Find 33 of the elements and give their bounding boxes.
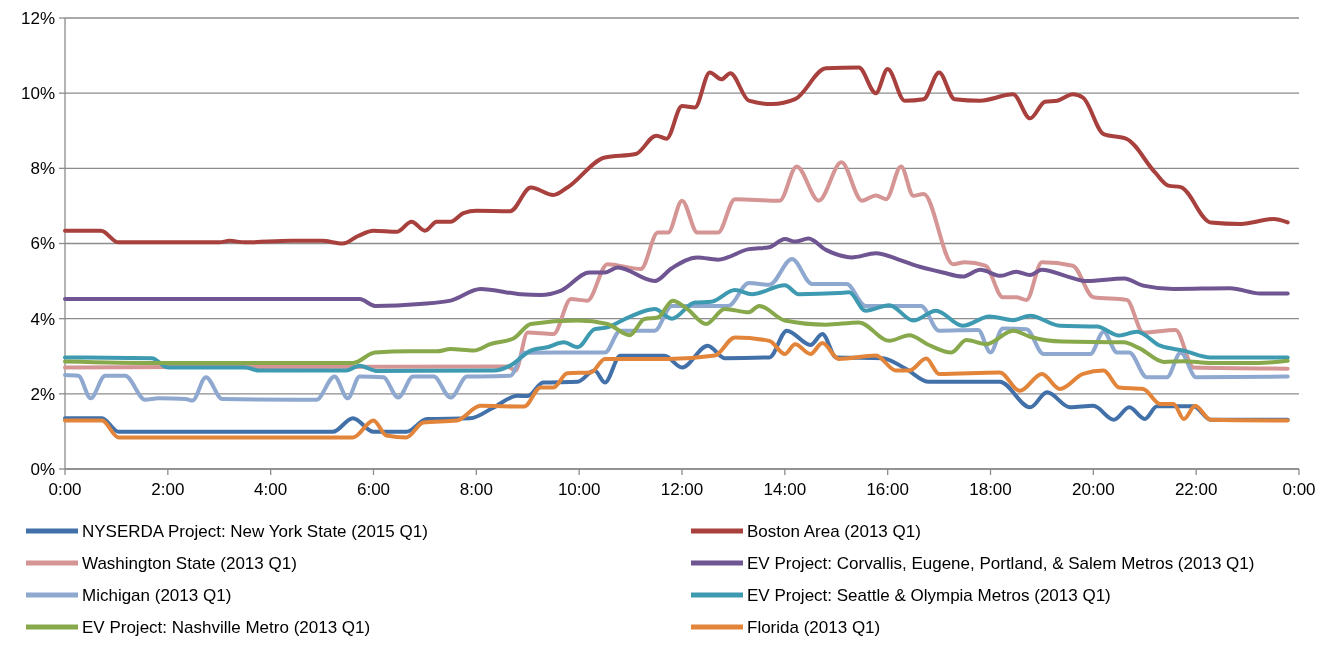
x-tick-label: 2:00 [151,480,185,499]
x-tick-label: 12:00 [660,480,704,499]
y-tick-label: 10% [20,84,55,104]
legend-label: Washington State (2013 Q1) [82,553,297,573]
x-tick-label: 10:00 [557,480,601,499]
line-series [63,256,1290,403]
y-tick-label: 6% [30,234,55,254]
x-tick-label: 4:00 [254,480,288,499]
y-tick-label: 2% [30,384,55,404]
x-tick-label: 16:00 [866,480,909,499]
legend-label: EV Project: Corvallis, Eugene, Portland, & Salem Metros (2013 Q1) [747,553,1255,573]
x-tick-label: 0:00 [1282,480,1316,499]
x-tick-label: 18:00 [969,480,1012,499]
legend-label: EV Project: Nashville Metro (2013 Q1) [82,617,371,637]
legend-label: Florida (2013 Q1) [747,617,881,637]
line-series [63,298,1290,366]
legend-label: NYSERDA Project: New York State (2015 Q1) [82,521,428,541]
y-tick-label: 4% [30,309,55,329]
legend-label: Boston Area (2013 Q1) [747,521,921,541]
y-tick-label: 12% [20,8,55,28]
x-tick-label: 0:00 [48,480,82,499]
x-tick-label: 6:00 [356,480,391,499]
x-tick-label: 22:00 [1174,480,1218,499]
x-tick-label: 20:00 [1072,480,1115,499]
y-tick-label: 8% [30,159,55,179]
line-series [63,283,1290,373]
x-tick-label: 8:00 [459,480,493,499]
y-tick-label: 0% [30,459,55,479]
x-tick-label: 14:00 [763,480,807,499]
legend-label: EV Project: Seattle & Olympia Metros (2013 Q1) [747,585,1111,605]
line-series [63,65,1290,246]
line-series [63,236,1290,308]
legend-label: Michigan (2013 Q1) [82,585,232,605]
